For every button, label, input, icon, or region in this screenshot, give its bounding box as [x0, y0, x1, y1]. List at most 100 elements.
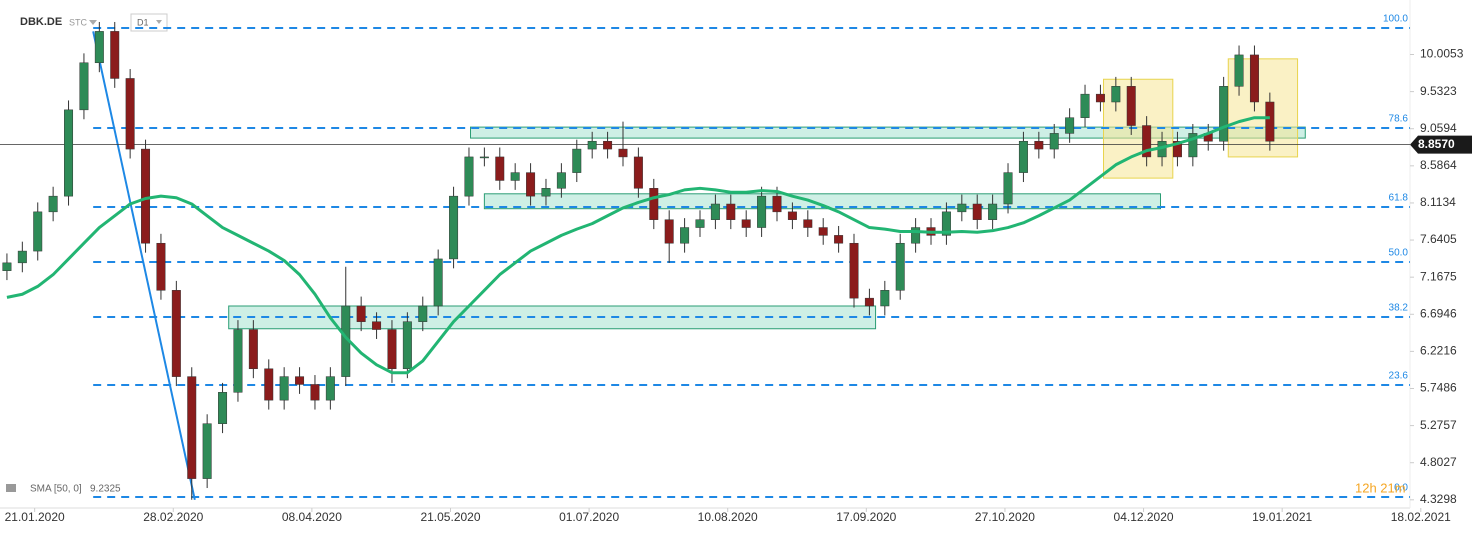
candle-body: [79, 62, 89, 111]
candle-body: [387, 329, 397, 370]
candle-body: [988, 203, 998, 220]
candle-body: [1265, 101, 1275, 142]
y-tick-label: 9.5323: [1420, 84, 1457, 98]
candle-body: [464, 156, 474, 197]
candle-body: [710, 203, 720, 220]
candle-body: [864, 297, 874, 307]
candle-body: [202, 423, 212, 479]
candle-body: [1234, 54, 1244, 87]
candle-body: [1111, 86, 1121, 103]
y-tick-label: 9.0594: [1420, 121, 1457, 135]
trend-line: [92, 31, 196, 501]
candle-body: [110, 31, 120, 79]
candle-body: [433, 258, 443, 307]
candle-body: [572, 148, 582, 173]
y-tick-label: 8.5864: [1420, 158, 1457, 172]
candle-body: [187, 376, 197, 479]
x-tick-label: 18.02.2021: [1391, 510, 1451, 524]
interval[interactable]: D1: [137, 17, 149, 27]
candle-body: [941, 211, 951, 236]
candle-body: [1018, 140, 1028, 173]
candle-body: [1003, 172, 1013, 205]
plot: 100.0 78.6 61.8 50.0 38.2 23.6 0.0: [0, 14, 1410, 501]
candle-body: [1049, 133, 1059, 150]
candle-body: [1034, 140, 1044, 150]
candle-body: [156, 242, 166, 291]
candle-body: [418, 305, 428, 322]
candle-body: [757, 195, 767, 228]
x-tick-label: 21.05.2020: [420, 510, 480, 524]
candle-body: [803, 219, 813, 228]
x-tick-label: 27.10.2020: [975, 510, 1035, 524]
candle-body: [633, 156, 643, 189]
candle-body: [726, 203, 736, 220]
candle-body: [618, 148, 628, 158]
candle-body: [787, 211, 797, 220]
candle-body: [64, 109, 74, 197]
symbol: DBK.DE: [20, 16, 62, 28]
candle-body: [33, 211, 43, 252]
candle-body: [818, 227, 828, 236]
candle-body: [218, 392, 228, 424]
candle-body: [171, 290, 181, 377]
tag[interactable]: STC: [69, 17, 88, 27]
sma-label: SMA [50, 0]: [30, 484, 82, 495]
candle-body: [911, 227, 921, 244]
y-tick-label: 4.8027: [1420, 455, 1457, 469]
y-tick-label: 4.3298: [1420, 492, 1457, 506]
candle-body: [603, 140, 613, 150]
candle-body: [695, 219, 705, 228]
y-tick-label: 7.6405: [1420, 232, 1457, 246]
x-tick-label: 21.01.2020: [5, 510, 65, 524]
candle-body: [1065, 117, 1075, 134]
y-tick-label: 6.6946: [1420, 306, 1457, 320]
candle-body: [2, 262, 12, 271]
candle-body: [1219, 86, 1229, 142]
x-tick-label: 28.02.2020: [143, 510, 203, 524]
candle-body: [1172, 140, 1182, 158]
candle-body: [125, 78, 135, 150]
dropdown-arrow: [89, 20, 97, 25]
zone: [1227, 58, 1299, 158]
fib-label: 38.2: [1389, 303, 1409, 314]
y-tick-label: 5.2757: [1420, 418, 1457, 432]
candle-body: [556, 172, 566, 189]
zone: [470, 126, 1306, 139]
candle-body: [141, 148, 151, 244]
sma-line: [6, 116, 1270, 375]
last-price-label: 8.8570: [1418, 137, 1455, 151]
candle-body: [587, 140, 597, 150]
candle-body: [325, 376, 335, 401]
x-tick-label: 17.09.2020: [836, 510, 896, 524]
fib-label: 0.0: [1394, 483, 1408, 494]
candle-body: [895, 242, 905, 291]
candle-body: [649, 188, 659, 220]
x-tick-label: 04.12.2020: [1114, 510, 1174, 524]
indicator-icon: [6, 484, 16, 492]
interval-box[interactable]: [130, 13, 168, 32]
candle-body: [495, 156, 505, 181]
y-tick-label: 5.7486: [1420, 381, 1457, 395]
x-tick-label: 01.07.2020: [559, 510, 619, 524]
x-tick-label: 19.01.2021: [1252, 510, 1312, 524]
candle-body: [1126, 86, 1136, 126]
candle-body: [1142, 125, 1152, 158]
candle-body: [510, 172, 520, 181]
candle-body: [372, 321, 382, 330]
candle-body: [48, 195, 58, 213]
candle-body: [1080, 93, 1090, 118]
candle-body: [741, 219, 751, 228]
dropdown-arrow: [156, 20, 162, 24]
candle-body: [880, 290, 890, 307]
candle-body: [264, 368, 274, 401]
candle-body: [356, 305, 366, 322]
y-tick-label: 7.1675: [1420, 269, 1457, 283]
candle-body: [972, 203, 982, 220]
y-tick-label: 6.2216: [1420, 344, 1457, 358]
candle-body: [541, 188, 551, 197]
zone: [228, 305, 877, 330]
candle-body: [772, 195, 782, 213]
candle-body: [680, 227, 690, 244]
candle-body: [957, 203, 967, 213]
candle-body: [279, 376, 289, 401]
